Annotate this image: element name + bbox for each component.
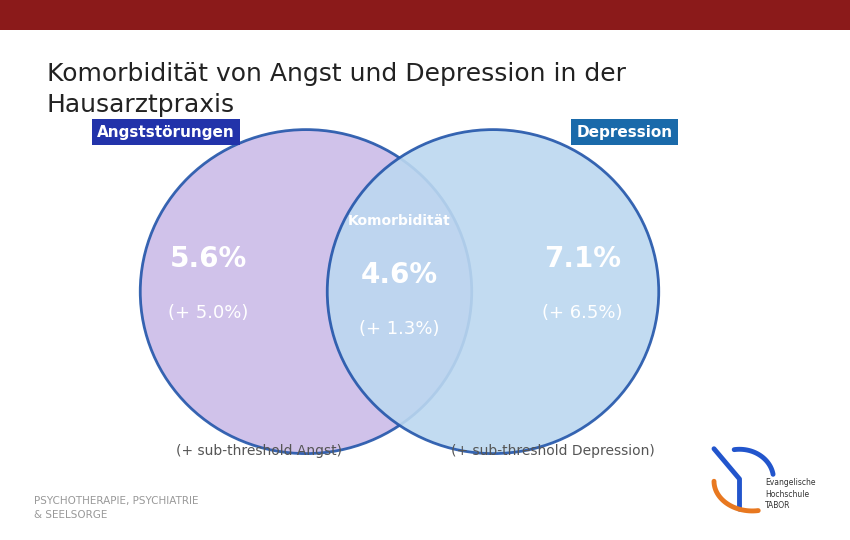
Text: 5.6%: 5.6%	[170, 245, 246, 273]
Ellipse shape	[327, 130, 659, 454]
Text: Komorbidität von Angst und Depression in der
Hausarztpraxis: Komorbidität von Angst und Depression in…	[47, 62, 626, 117]
FancyBboxPatch shape	[0, 0, 850, 30]
Text: (+ 5.0%): (+ 5.0%)	[168, 304, 248, 322]
Text: (+ sub-threshold Angst): (+ sub-threshold Angst)	[176, 444, 343, 458]
Text: Evangelische
Hochschule
TABOR: Evangelische Hochschule TABOR	[765, 478, 815, 510]
Text: 4.6%: 4.6%	[361, 261, 438, 289]
Text: Depression: Depression	[576, 125, 673, 140]
Text: Komorbidität: Komorbidität	[348, 214, 451, 228]
Text: (+ 1.3%): (+ 1.3%)	[360, 320, 439, 339]
Text: PSYCHOTHERAPIE, PSYCHIATRIE
& SEELSORGE: PSYCHOTHERAPIE, PSYCHIATRIE & SEELSORGE	[34, 496, 199, 519]
Text: 7.1%: 7.1%	[544, 245, 620, 273]
Text: (+ 6.5%): (+ 6.5%)	[542, 304, 622, 322]
Text: (+ sub-threshold Depression): (+ sub-threshold Depression)	[450, 444, 654, 458]
Text: Angststörungen: Angststörungen	[97, 125, 235, 140]
Ellipse shape	[140, 130, 472, 454]
